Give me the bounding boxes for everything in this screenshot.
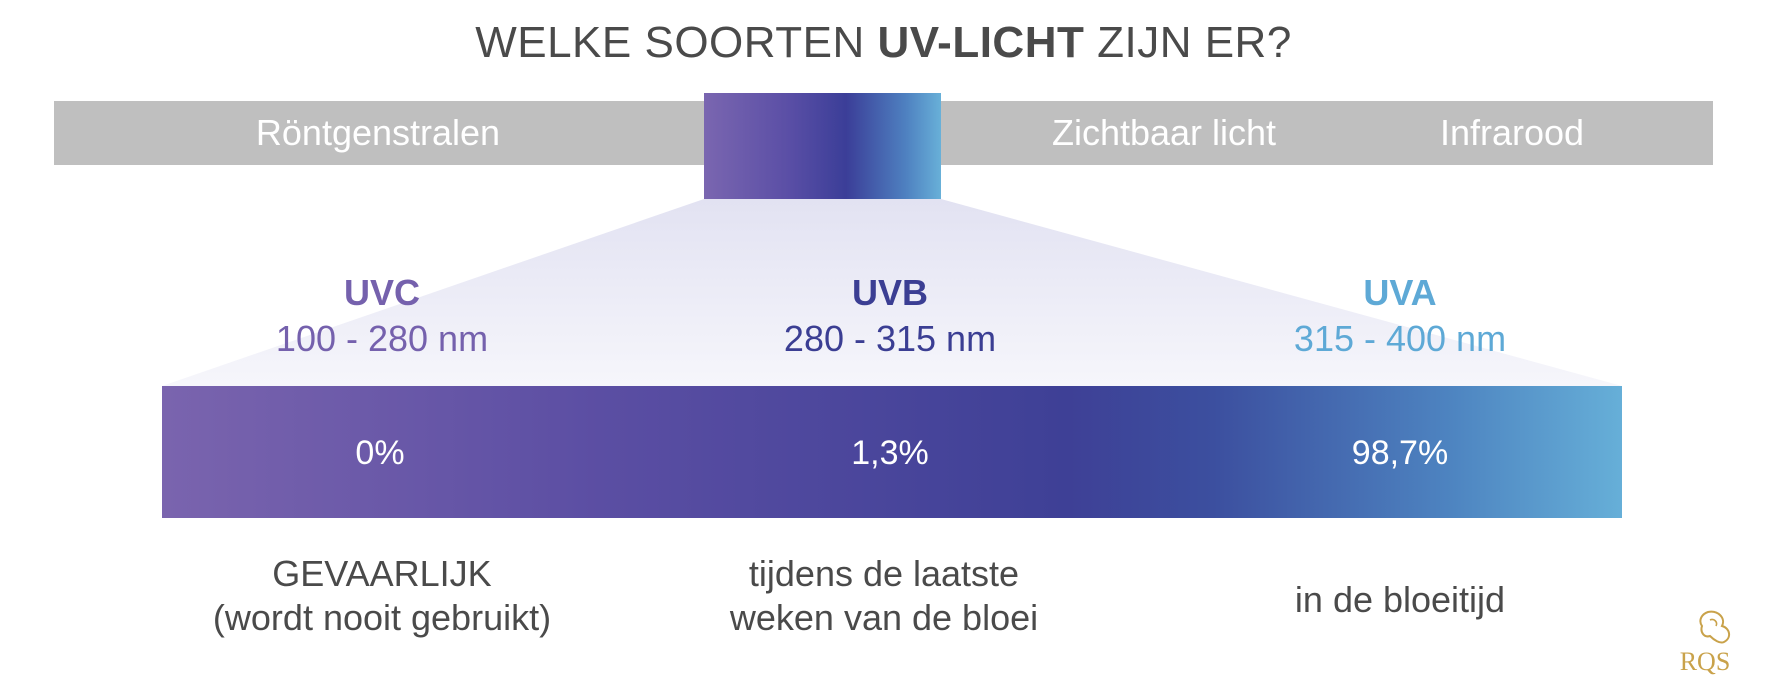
uvb-share: 1,3% <box>851 434 929 472</box>
uvc-use-line: (wordt nooit gebruikt) <box>212 597 552 638</box>
uvb-use-line: weken van de bloei <box>729 597 1039 638</box>
uva-name: UVA <box>1363 272 1437 313</box>
uvb-use-line: tijdens de laatste <box>748 553 1020 594</box>
uv-spectrum-band <box>162 386 1622 518</box>
spectrum-label-visible: Zichtbaar licht <box>1051 112 1277 153</box>
uva-range: 315 - 400 nm <box>1293 318 1507 359</box>
uvc-use: GEVAARLIJK (wordt nooit gebruikt) <box>213 552 551 640</box>
spectrum-label-infrared: Infrarood <box>1439 112 1585 153</box>
uvb-range: 280 - 315 nm <box>783 318 997 359</box>
uvb-name: UVB <box>851 272 929 313</box>
logo-text: RQS <box>1680 647 1731 676</box>
page-title: WELKE SOORTEN UV-LICHT ZIJN ER? <box>475 18 1292 67</box>
uvb-use: tijdens de laatste weken van de bloei <box>730 552 1038 640</box>
uvc-name: UVC <box>343 272 421 313</box>
uvc-share: 0% <box>355 434 405 472</box>
lion-logo-icon: RQS <box>1680 610 1731 676</box>
uva-share: 98,7% <box>1351 434 1449 472</box>
spectrum-label-xray: Röntgenstralen <box>255 112 501 153</box>
uv-window-swatch <box>704 93 941 199</box>
uvc-use-line: GEVAARLIJK <box>272 553 492 594</box>
uva-use: in de bloeitijd <box>1295 578 1505 622</box>
uvc-range: 100 - 280 nm <box>275 318 489 359</box>
uva-use-line: in de bloeitijd <box>1294 579 1506 620</box>
